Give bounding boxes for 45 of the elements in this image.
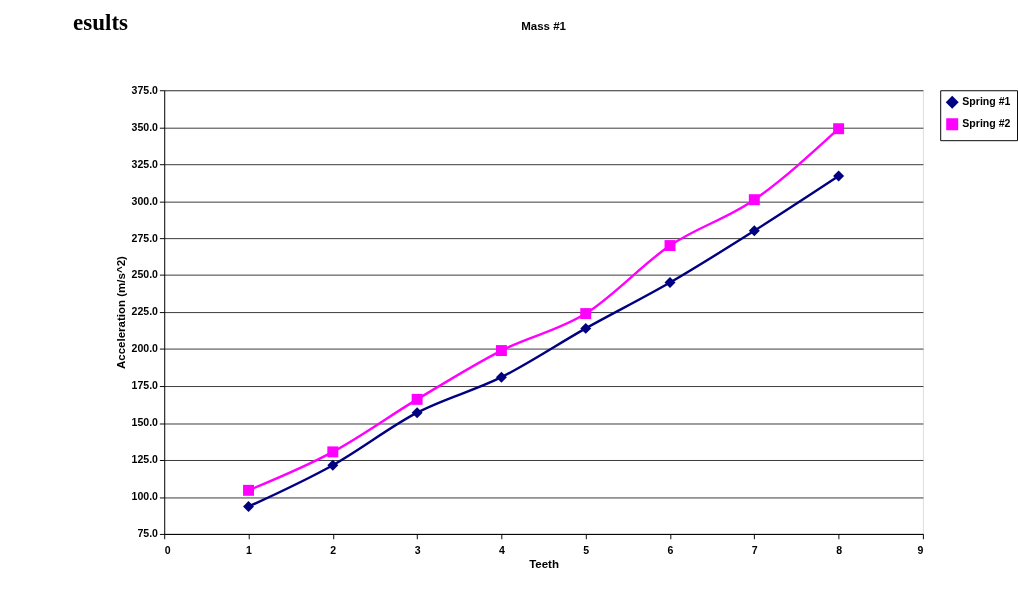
y-axis-title: Acceleration (m/s^2)	[114, 255, 127, 370]
x-tick-label: 3	[414, 543, 421, 556]
x-tick-label: 5	[583, 543, 590, 556]
point	[327, 446, 339, 458]
point	[833, 123, 845, 135]
point	[580, 322, 592, 334]
point	[495, 345, 507, 357]
point	[748, 194, 760, 206]
y-tick-label: 250.0	[131, 268, 159, 281]
y-tick-label: 150.0	[131, 416, 159, 429]
x-tick-label: 0	[164, 543, 171, 556]
x-tick-label: 7	[751, 543, 758, 556]
point	[664, 277, 676, 288]
point	[833, 170, 845, 182]
chart-title: Mass #1	[521, 19, 567, 32]
text: esults	[72, 8, 129, 35]
point	[580, 308, 592, 320]
x-tick-label: 6	[667, 543, 674, 556]
y-tick-label: 325.0	[131, 157, 159, 170]
x-tick-label: 4	[498, 543, 505, 556]
y-tick-label: 200.0	[131, 342, 159, 355]
point	[327, 459, 339, 471]
x-tick-label: 8	[836, 543, 843, 556]
legend-label: Spring #1	[962, 95, 1011, 108]
x-axis-title: Teeth	[529, 558, 559, 571]
y-tick-label: 300.0	[131, 194, 159, 207]
legend-label: Spring #2	[962, 117, 1011, 130]
y-tick-label: 375.0	[131, 83, 159, 96]
x-tick-label: 9	[917, 543, 924, 556]
x-tick-label: 1	[246, 543, 253, 556]
y-tick-label: 175.0	[131, 379, 159, 392]
x-tick-label: 2	[330, 543, 337, 556]
y-tick-label: 125.0	[131, 453, 159, 466]
point	[243, 501, 254, 513]
point	[664, 240, 676, 252]
y-tick-label: 225.0	[131, 305, 159, 318]
point	[411, 393, 423, 405]
y-tick-label: 75.0	[137, 527, 159, 540]
y-tick-label: 275.0	[131, 231, 159, 244]
point	[411, 407, 423, 419]
point	[748, 225, 760, 237]
point	[243, 484, 254, 496]
y-tick-label: 100.0	[131, 490, 159, 503]
y-tick-label: 350.0	[131, 120, 159, 133]
point	[495, 371, 507, 383]
